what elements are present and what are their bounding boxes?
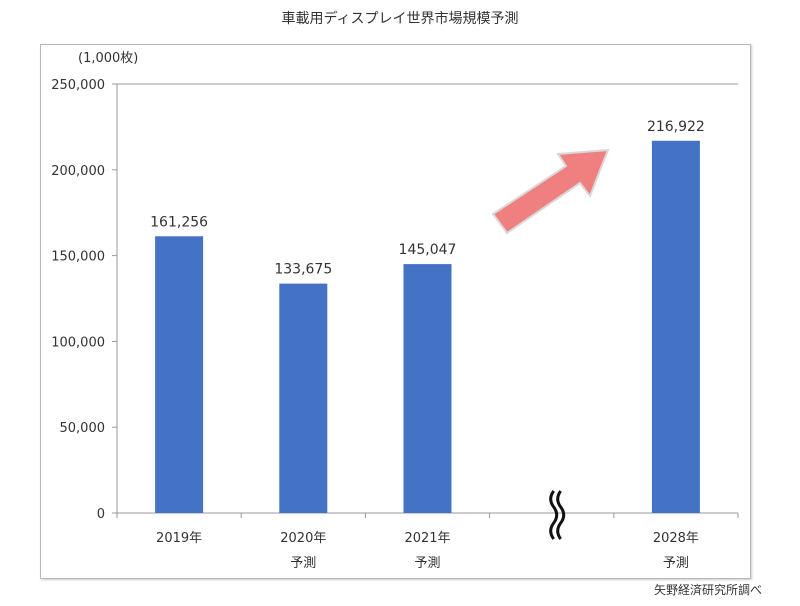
- bar: [155, 236, 204, 513]
- data-label: 145,047: [399, 242, 457, 258]
- data-label: 216,922: [647, 119, 705, 135]
- source-label: 矢野経済研究所調べ: [653, 583, 762, 597]
- data-label: 161,256: [150, 214, 208, 230]
- chart-title: 車載用ディスプレイ世界市場規模予測: [281, 11, 519, 27]
- x-tick-label: 2028年: [653, 531, 699, 546]
- x-tick-label: 2020年: [280, 531, 326, 546]
- y-tick-label: 150,000: [51, 250, 105, 265]
- y-tick-label: 250,000: [51, 78, 105, 93]
- x-tick-note: 予測: [663, 556, 689, 571]
- chart-frame: [40, 44, 751, 579]
- y-tick-label: 0: [97, 507, 105, 522]
- bar: [651, 140, 700, 513]
- x-tick-label: 2021年: [404, 531, 450, 546]
- up-arrow-icon: [491, 148, 610, 235]
- y-tick-label: 200,000: [51, 164, 105, 179]
- y-axis-unit-label: (1,000枚): [78, 51, 139, 66]
- axis-break-icon: [556, 490, 566, 540]
- y-tick-label: 100,000: [51, 335, 105, 350]
- y-tick-label: 50,000: [60, 421, 106, 436]
- x-tick-label: 2019年: [156, 531, 202, 546]
- x-tick-note: 予測: [414, 556, 440, 571]
- bar: [279, 283, 328, 513]
- x-tick-note: 予測: [290, 556, 316, 571]
- axis-break-icon: [549, 490, 559, 540]
- data-label: 133,675: [274, 262, 332, 278]
- bar: [403, 264, 452, 513]
